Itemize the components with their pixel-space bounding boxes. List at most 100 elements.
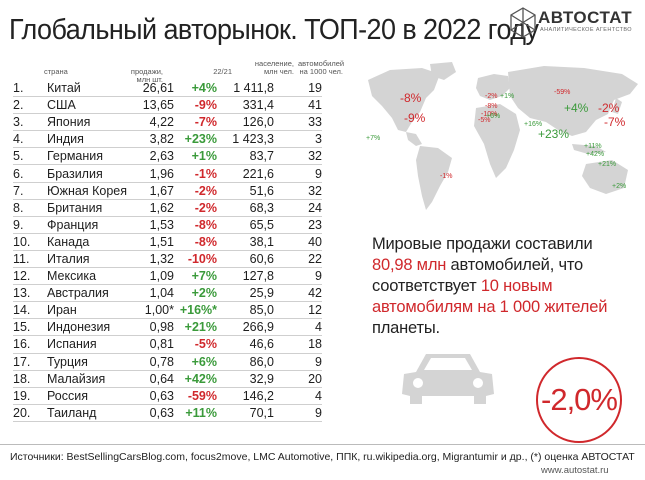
change-cell: +6% bbox=[174, 353, 217, 371]
map-change-label: +42% bbox=[586, 151, 604, 158]
map-change-label: -59% bbox=[554, 89, 570, 96]
change-cell: +4% bbox=[174, 80, 217, 98]
country-cell: Турция bbox=[47, 353, 127, 371]
density-cell: 9 bbox=[274, 164, 322, 183]
rank-cell: 7. bbox=[13, 182, 47, 200]
map-change-label: -2% bbox=[598, 101, 620, 115]
sales-cell: 13,65 bbox=[127, 96, 174, 115]
table-row: 14. Иран 1,00* +16%* 85,0 12 bbox=[13, 301, 322, 320]
country-cell: Канада bbox=[47, 233, 127, 251]
density-cell: 23 bbox=[274, 216, 322, 234]
sales-cell: 1,67 bbox=[127, 182, 174, 200]
population-cell: 146,2 bbox=[217, 387, 274, 405]
map-change-label: -9% bbox=[404, 111, 426, 125]
table-row: 11. Италия 1,32 -10% 60,6 22 bbox=[13, 250, 322, 269]
population-cell: 1 423,3 bbox=[217, 130, 274, 149]
map-change-label: +23% bbox=[538, 127, 569, 141]
change-cell: -1% bbox=[174, 164, 217, 183]
country-cell: Италия bbox=[47, 250, 127, 269]
sales-cell: 0,63 bbox=[127, 387, 174, 405]
summary-line3: соответствует bbox=[372, 277, 481, 295]
density-cell: 22 bbox=[274, 250, 322, 269]
summary-line1: Мировые продажи составили bbox=[372, 235, 593, 253]
summary-line4: планеты. bbox=[372, 319, 440, 337]
map-change-label: +11% bbox=[584, 143, 602, 150]
map-change-label: +21% bbox=[598, 161, 616, 168]
population-cell: 266,9 bbox=[217, 318, 274, 337]
map-change-label: -8% bbox=[485, 103, 497, 110]
sales-cell: 4,22 bbox=[127, 113, 174, 132]
population-cell: 60,6 bbox=[217, 250, 274, 269]
rank-cell: 1. bbox=[13, 80, 47, 98]
europe-shape bbox=[476, 74, 510, 100]
country-cell: Мексика bbox=[47, 267, 127, 286]
summary-line2: автомобилей, что bbox=[446, 256, 584, 274]
sales-cell: 1,00* bbox=[127, 301, 174, 320]
table-row: 1. Китай 26,61 +4% 1 411,8 19 bbox=[13, 80, 322, 98]
map-change-label: -8% bbox=[400, 91, 422, 105]
population-cell: 38,1 bbox=[217, 233, 274, 251]
rank-cell: 5. bbox=[13, 147, 47, 166]
country-cell: США bbox=[47, 96, 127, 115]
country-cell: Австралия bbox=[47, 284, 127, 303]
table-row: 12. Мексика 1,09 +7% 127,8 9 bbox=[13, 267, 322, 286]
sales-cell: 1,51 bbox=[127, 233, 174, 251]
density-cell: 12 bbox=[274, 301, 322, 320]
density-cell: 32 bbox=[274, 147, 322, 166]
col-population-header: население, млн чел. bbox=[254, 59, 294, 76]
density-cell: 24 bbox=[274, 199, 322, 217]
logo-text: АВТОСТАТ bbox=[538, 8, 633, 27]
change-cell: -8% bbox=[174, 216, 217, 234]
population-cell: 86,0 bbox=[217, 353, 274, 371]
page-title: Глобальный авторынок. ТОП-20 в 2022 году bbox=[9, 14, 539, 46]
rank-cell: 3. bbox=[13, 113, 47, 132]
rank-cell: 20. bbox=[13, 404, 47, 422]
footer-divider bbox=[0, 444, 645, 445]
summary-highlight-total: 80,98 млн bbox=[372, 256, 447, 274]
map-change-labels: -8%-9%+7%-1%-2% +1%-8%-10%+6%-5%-59%+16%+… bbox=[366, 89, 626, 190]
rank-cell: 17. bbox=[13, 353, 47, 371]
sources-note: Источники: BestSellingCarsBlog.com, focu… bbox=[10, 451, 635, 463]
population-cell: 331,4 bbox=[217, 96, 274, 115]
change-cell: +1% bbox=[174, 147, 217, 166]
country-cell: Британия bbox=[47, 199, 127, 217]
autostat-logo bbox=[510, 7, 536, 38]
map-change-label: +1% bbox=[500, 93, 514, 100]
table-row: 10. Канада 1,51 -8% 38,1 40 bbox=[13, 233, 322, 251]
change-cell: +21% bbox=[174, 318, 217, 337]
table-row: 6. Бразилия 1,96 -1% 221,6 9 bbox=[13, 164, 322, 183]
table-row: 4. Индия 3,82 +23% 1 423,3 3 bbox=[13, 130, 322, 149]
population-cell: 65,5 bbox=[217, 216, 274, 234]
density-cell: 33 bbox=[274, 113, 322, 132]
australia-shape bbox=[582, 160, 628, 194]
country-cell: Таиланд bbox=[47, 404, 127, 422]
population-cell: 68,3 bbox=[217, 199, 274, 217]
rank-cell: 14. bbox=[13, 301, 47, 320]
population-cell: 85,0 bbox=[217, 301, 274, 320]
sales-cell: 0,78 bbox=[127, 353, 174, 371]
world-map: -8%-9%+7%-1%-2% +1%-8%-10%+6%-5%-59%+16%+… bbox=[366, 62, 638, 210]
col-sales-header: продажи, млн шт. bbox=[130, 67, 163, 84]
density-cell: 18 bbox=[274, 335, 322, 354]
site-url: www.autostat.ru bbox=[541, 465, 609, 476]
map-change-label: -10% bbox=[481, 111, 497, 118]
table-row: 16. Испания 0,81 -5% 46,6 18 bbox=[13, 335, 322, 354]
population-cell: 51,6 bbox=[217, 182, 274, 200]
country-cell: Малайзия bbox=[47, 370, 127, 388]
logo-subtitle: АНАЛИТИЧЕСКОЕ АГЕНТСТВО bbox=[540, 27, 632, 33]
rank-cell: 6. bbox=[13, 164, 47, 183]
change-cell: -7% bbox=[174, 113, 217, 132]
car-icon bbox=[402, 354, 494, 404]
table-header: страна продажи, млн шт. 22/21 население,… bbox=[0, 59, 360, 84]
total-change-value: -2,0% bbox=[541, 382, 618, 417]
density-cell: 42 bbox=[274, 284, 322, 303]
table-row: 5. Германия 2,63 +1% 83,7 32 bbox=[13, 147, 322, 166]
density-cell: 9 bbox=[274, 353, 322, 371]
population-cell: 70,1 bbox=[217, 404, 274, 422]
rank-cell: 8. bbox=[13, 199, 47, 217]
table-row: 17. Турция 0,78 +6% 86,0 9 bbox=[13, 353, 322, 371]
change-cell: -10% bbox=[174, 250, 217, 269]
population-cell: 25,9 bbox=[217, 284, 274, 303]
change-cell: -5% bbox=[174, 335, 217, 354]
density-cell: 32 bbox=[274, 182, 322, 200]
